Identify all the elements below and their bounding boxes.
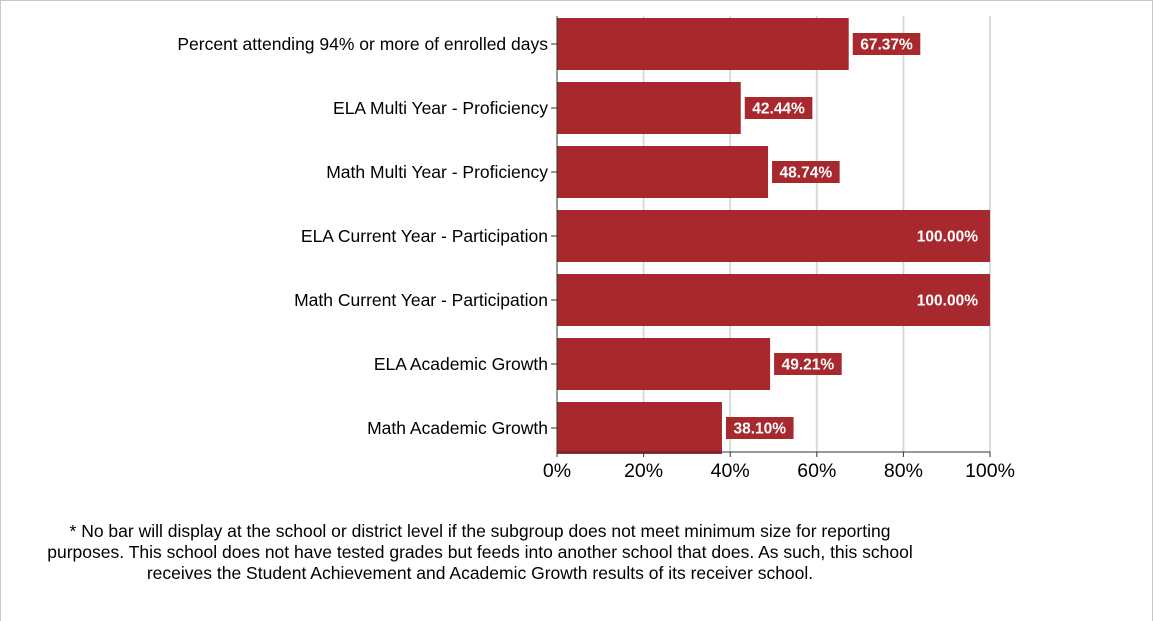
- x-tick-label-20: 20%: [624, 460, 663, 482]
- bar-0: [557, 18, 849, 70]
- data-label-box-4: [908, 289, 986, 311]
- category-label-0: Percent attending 94% or more of enrolle…: [177, 34, 548, 54]
- category-label-6: Math Academic Growth: [367, 418, 548, 438]
- bar-chart: Percent attending 94% or more of enrolle…: [177, 16, 1015, 482]
- data-label-box-6: [725, 417, 794, 439]
- x-tick-label-100: 100%: [965, 460, 1015, 482]
- bar-6: [557, 402, 722, 454]
- category-label-5: ELA Academic Growth: [374, 354, 548, 374]
- data-label-box-1: [744, 97, 813, 119]
- x-tick-label-60: 60%: [797, 460, 836, 482]
- data-label-5: 49.21%: [782, 357, 835, 374]
- x-tick-label-0: 0%: [543, 460, 571, 482]
- bar-5: [557, 338, 771, 390]
- data-label-box-5: [774, 353, 842, 375]
- x-tick-label-40: 40%: [711, 460, 750, 482]
- data-label-box-3: [908, 225, 986, 247]
- category-label-2: Math Multi Year - Proficiency: [326, 162, 548, 182]
- data-label-2: 48.74%: [780, 165, 833, 182]
- data-label-0: 67.37%: [860, 37, 913, 54]
- bar-1: [557, 82, 741, 134]
- category-label-3: ELA Current Year - Participation: [301, 226, 548, 246]
- data-label-1: 42.44%: [752, 101, 805, 118]
- data-label-6: 38.10%: [733, 421, 786, 438]
- data-label-box-2: [772, 161, 840, 183]
- footnote: * No bar will display at the school or d…: [47, 521, 913, 583]
- category-label-1: ELA Multi Year - Proficiency: [333, 98, 548, 118]
- category-label-4: Math Current Year - Participation: [294, 290, 548, 310]
- data-label-4: 100.00%: [917, 293, 978, 310]
- bar-2: [557, 146, 769, 198]
- x-tick-label-80: 80%: [884, 460, 923, 482]
- data-label-box-0: [852, 33, 921, 55]
- data-label-3: 100.00%: [917, 229, 978, 246]
